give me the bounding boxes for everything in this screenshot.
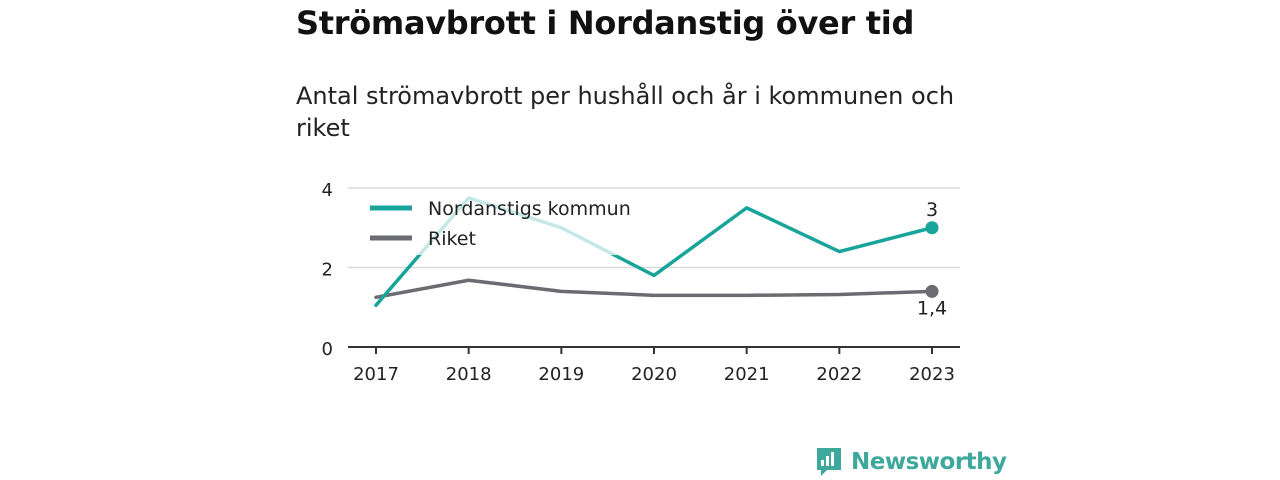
end-point xyxy=(925,284,939,298)
chart-title: Strömavbrott i Nordanstig över tid xyxy=(296,4,915,42)
newsworthy-logo-icon xyxy=(817,448,841,476)
end-point xyxy=(925,221,939,235)
end-label: 3 xyxy=(926,199,938,221)
y-tick-label: 2 xyxy=(322,260,333,281)
x-tick-label: 2021 xyxy=(724,364,770,385)
x-tick-label: 2019 xyxy=(538,364,584,385)
legend: Nordanstigs kommun Riket xyxy=(362,193,652,255)
y-axis-ticks: 0 2 4 xyxy=(322,180,333,360)
legend-label: Nordanstigs kommun xyxy=(428,198,631,220)
end-labels: 31,4 xyxy=(917,199,947,320)
y-tick-label: 0 xyxy=(322,339,333,360)
x-tick-label: 2022 xyxy=(816,364,862,385)
x-tick-label: 2020 xyxy=(631,364,677,385)
x-tick-label: 2023 xyxy=(909,364,955,385)
x-tick-label: 2017 xyxy=(353,364,399,385)
series-line-riket xyxy=(374,278,934,300)
legend-background xyxy=(362,193,652,255)
chart-subtitle: Antal strömavbrott per hushåll och år i … xyxy=(296,82,955,142)
y-tick-label: 4 xyxy=(322,180,333,201)
x-axis-ticks: 2017 2018 2019 2020 2021 2022 2023 xyxy=(353,347,955,385)
brand-name: Newsworthy xyxy=(851,449,1007,475)
brand-logo-block: Newsworthy xyxy=(815,446,1007,478)
end-label: 1,4 xyxy=(917,297,947,319)
grid-lines xyxy=(348,187,960,269)
x-tick-label: 2018 xyxy=(446,364,492,385)
legend-label: Riket xyxy=(428,228,476,250)
